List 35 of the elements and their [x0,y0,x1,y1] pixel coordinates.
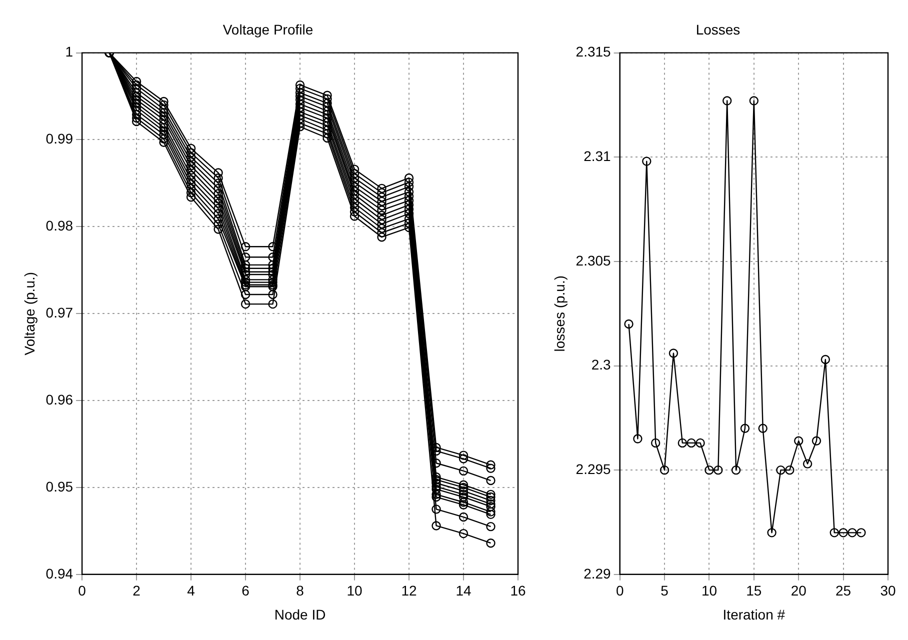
x-tick-label: 0 [78,582,86,599]
x-tick-label: 16 [510,582,526,599]
y-tick-label: 1 [65,44,74,60]
x-tick-label: 20 [790,582,807,599]
y-tick-label: 0.96 [46,391,74,408]
x-tick-label: 5 [660,582,669,599]
x-tick-label: 25 [836,582,852,599]
x-tick-label: 0 [616,582,624,599]
y-tick-label: 0.98 [46,218,74,234]
x-axis-title: Iteration # [722,606,786,622]
chart-title: Voltage Profile [222,21,314,38]
chart-title: Losses [696,21,740,38]
y-tick-label: 2.29 [584,565,612,582]
x-tick-label: 14 [456,582,472,599]
x-tick-label: 10 [701,582,718,599]
y-tick-label: 0.94 [46,565,74,582]
y-tick-label: 2.295 [576,460,612,477]
y-axis-title: Voltage (p.u.) [21,272,38,356]
y-tick-label: 0.97 [46,304,74,320]
y-tick-label: 0.99 [46,130,74,147]
x-axis-title: Node ID [274,606,326,622]
x-tick-label: 30 [880,582,896,599]
y-tick-label: 0.95 [46,478,74,494]
x-tick-label: 8 [296,582,304,599]
x-tick-label: 2 [132,582,141,599]
y-axis-title: losses (p.u.) [551,275,568,352]
y-tick-label: 2.305 [576,252,612,268]
x-tick-label: 15 [746,582,762,599]
y-tick-label: 2.3 [591,356,612,373]
y-tick-label: 2.315 [576,44,612,60]
x-tick-label: 6 [242,582,250,599]
y-tick-label: 2.31 [584,148,612,164]
x-tick-label: 12 [401,582,418,599]
x-tick-label: 10 [346,582,363,599]
x-tick-label: 4 [187,582,196,599]
